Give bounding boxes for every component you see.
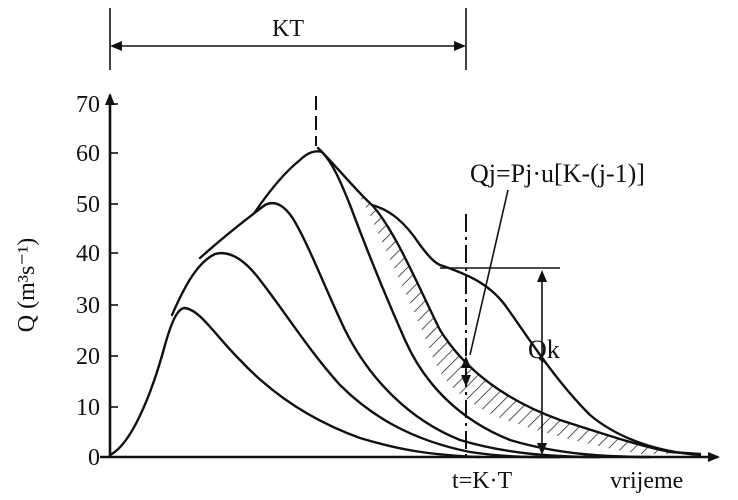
y-tick-label: 50 xyxy=(76,192,100,218)
time-marker-label: t=K·T xyxy=(452,468,513,494)
hydrograph-curve-5 xyxy=(316,146,702,456)
y-tick-label: 40 xyxy=(76,241,100,267)
y-tick-label: 20 xyxy=(76,344,100,370)
x-axis-label: vrijeme xyxy=(610,468,683,494)
hatched-area xyxy=(318,148,700,454)
y-tick-label: 30 xyxy=(76,293,100,319)
y-tick-label: 10 xyxy=(76,395,100,421)
y-axis-label: Q (m³s⁻¹) xyxy=(14,238,40,332)
y-tick-label: 70 xyxy=(76,92,100,118)
hydrograph-curve-6 xyxy=(370,203,702,457)
y-tick-label: 60 xyxy=(76,141,100,167)
y-ticks xyxy=(110,103,118,458)
y-tick-labels: 0 10 20 30 40 50 60 70 xyxy=(76,92,100,471)
hydrograph-curve-1 xyxy=(108,306,482,459)
hydrograph-curve-4 xyxy=(253,150,652,459)
qk-label: Qk xyxy=(528,335,560,364)
formula-leader-line xyxy=(469,189,509,356)
kt-label: KT xyxy=(272,16,304,42)
hydrograph-curve-2 xyxy=(170,251,562,459)
y-tick-label: 0 xyxy=(88,445,100,471)
formula-label: Qj=Pj·u[K-(j-1)] xyxy=(470,159,645,188)
hydrograph-curve-3 xyxy=(198,201,602,459)
